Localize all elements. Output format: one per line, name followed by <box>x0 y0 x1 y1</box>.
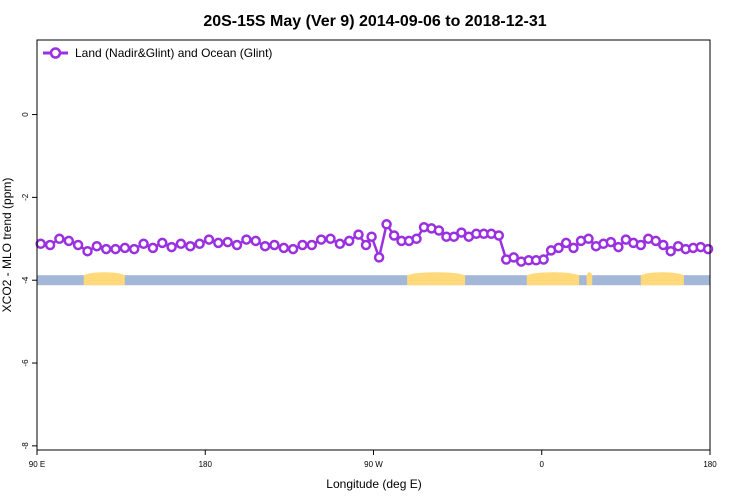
data-point <box>456 227 467 238</box>
data-point <box>493 230 505 241</box>
data-point <box>381 219 392 230</box>
legend-marker <box>49 47 62 59</box>
data-point <box>433 225 445 236</box>
data-point <box>241 234 252 245</box>
series-layer <box>35 219 714 267</box>
data-point <box>360 239 372 251</box>
data-point <box>635 239 647 251</box>
land-bump <box>586 272 593 281</box>
land-bump <box>526 272 580 281</box>
x-tick-label: 180 <box>199 460 213 469</box>
data-point <box>388 230 400 241</box>
data-point <box>508 252 519 263</box>
data-point <box>613 241 624 253</box>
data-point <box>63 235 75 247</box>
data-point <box>147 242 159 254</box>
data-point <box>560 237 572 249</box>
y-axis-label: XCO2 - MLO trend (ppm) <box>0 178 14 313</box>
legend-label: Land (Nadir&Glint) and Ocean (Glint) <box>75 46 272 60</box>
data-point <box>373 252 385 263</box>
data-point <box>54 233 65 245</box>
land-segment <box>586 275 593 286</box>
data-point <box>605 236 617 248</box>
y-tick-label: -4 <box>21 276 30 284</box>
data-point <box>44 239 56 251</box>
data-point <box>91 240 103 252</box>
data-point <box>353 229 364 240</box>
data-point <box>157 237 168 249</box>
data-point <box>110 243 121 255</box>
data-point <box>138 238 149 250</box>
data-point <box>269 239 280 251</box>
data-point <box>658 239 669 251</box>
data-point <box>702 243 714 255</box>
data-point <box>259 240 271 252</box>
y-tick-label: -6 <box>21 359 30 367</box>
data-point <box>650 235 662 247</box>
x-tick-label: 90 E <box>29 460 45 469</box>
legend: Land (Nadir&Glint) and Ocean (Glint) <box>43 46 272 60</box>
x-axis-label: Longitude (deg E) <box>326 477 421 491</box>
data-point <box>185 240 196 252</box>
data-point <box>315 234 327 245</box>
y-tick-label: -2 <box>21 193 30 201</box>
data-point <box>128 243 140 255</box>
data-point <box>325 233 336 245</box>
data-point <box>35 238 46 250</box>
data-point <box>278 242 290 254</box>
data-point <box>411 233 422 245</box>
data-point <box>334 238 346 250</box>
data-point <box>553 242 564 254</box>
land-bump <box>407 272 466 281</box>
surface-bar <box>37 272 710 286</box>
y-axis: 0 -2 -4 -6 -8 <box>21 112 37 450</box>
data-point <box>203 234 215 245</box>
x-tick-label: 180 <box>703 460 717 469</box>
ocean-bar <box>37 275 710 286</box>
data-point <box>222 236 233 248</box>
data-point <box>194 238 205 250</box>
data-point <box>213 237 224 249</box>
land-bump <box>640 272 684 281</box>
y-tick-label: -8 <box>21 442 30 450</box>
data-point <box>100 243 112 255</box>
data-point <box>175 238 187 250</box>
data-point <box>343 235 355 247</box>
x-tick-label: 90 W <box>364 460 383 469</box>
data-point <box>448 231 460 242</box>
chart-title: 20S-15S May (Ver 9) 2014-09-06 to 2018-1… <box>203 13 546 30</box>
data-point <box>366 231 377 242</box>
data-point <box>72 239 84 251</box>
x-axis: 90 E 180 90 W 0 180 <box>29 450 717 469</box>
data-point <box>306 239 318 251</box>
data-point <box>166 241 177 253</box>
data-point <box>287 243 299 255</box>
data-point <box>538 254 549 265</box>
x-tick-label: 0 <box>540 460 545 469</box>
data-point <box>231 239 243 251</box>
data-point <box>119 242 131 254</box>
data-point <box>297 239 308 251</box>
data-point <box>82 245 93 257</box>
y-tick-label: 0 <box>21 112 30 117</box>
data-point <box>583 233 594 245</box>
data-point <box>568 242 579 254</box>
data-point <box>250 235 261 247</box>
land-bump <box>83 272 125 281</box>
data-point <box>665 245 676 257</box>
